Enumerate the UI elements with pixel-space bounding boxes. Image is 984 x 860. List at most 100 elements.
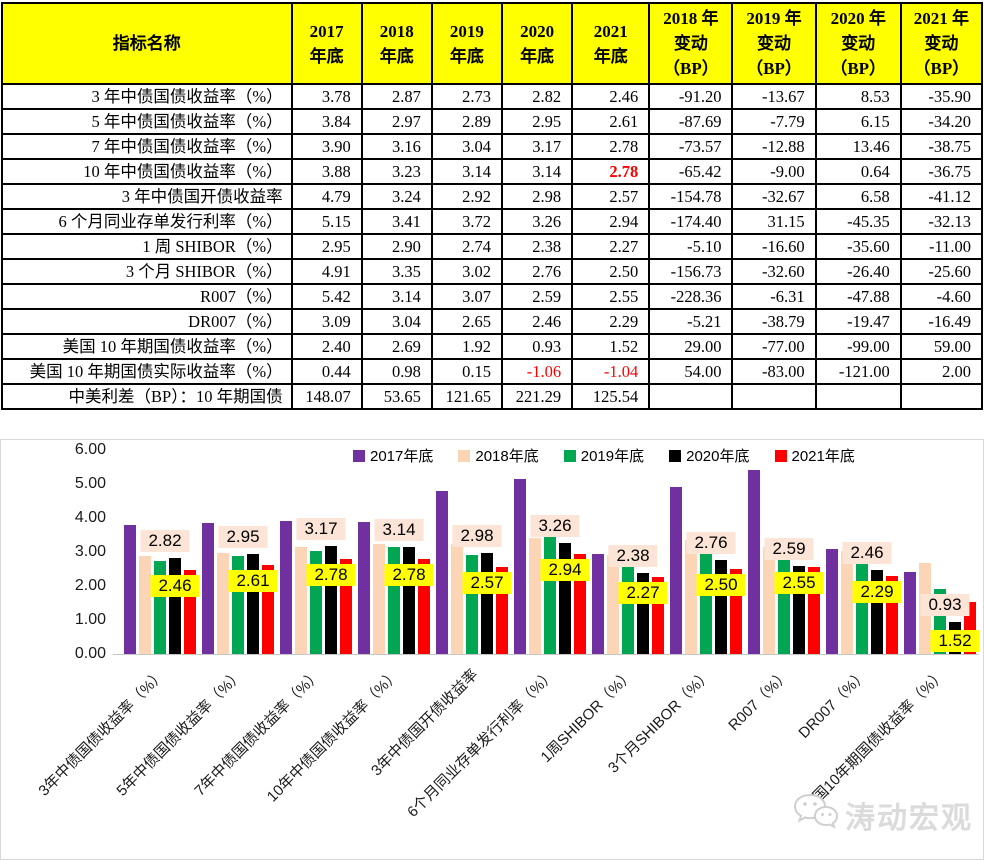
indicator-name-cell: R007（%） bbox=[1, 283, 293, 310]
bar bbox=[592, 553, 604, 654]
legend-label: 2021年底 bbox=[791, 448, 855, 465]
table-row: 6 个月同业存单发行利率（%） 5.15 3.41 3.72 3.26 2.94 -174.… bbox=[1, 208, 984, 235]
y-tick-label: 6.00 bbox=[74, 441, 106, 458]
legend-label: 2019年底 bbox=[580, 448, 645, 465]
change-cell: -26.40 bbox=[814, 258, 902, 285]
value-cell: 3.17 bbox=[500, 133, 574, 160]
change-cell: -35.90 bbox=[899, 83, 984, 110]
value-cell: 4.79 bbox=[290, 183, 363, 210]
data-label-2021: 2.61 bbox=[228, 570, 278, 593]
indicator-name-cell: 1 周 SHIBOR（%） bbox=[1, 233, 293, 260]
table-row: 美国 10 年期国债收益率（%） 2.40 2.69 1.92 0.93 1.52 29.0… bbox=[1, 333, 984, 360]
y-tick-label: 5.00 bbox=[74, 475, 106, 492]
legend-item: 2021年底 bbox=[774, 445, 855, 466]
change-cell: 31.15 bbox=[731, 208, 817, 235]
change-cell: -19.47 bbox=[814, 308, 902, 335]
bar bbox=[388, 547, 400, 654]
column-header-change: 2019 年 变动 （BP） bbox=[731, 2, 817, 85]
value-cell: 2.92 bbox=[430, 183, 504, 210]
value-cell: 2.94 bbox=[571, 208, 651, 235]
column-header-change: 2021 年 变动 （BP） bbox=[899, 2, 984, 85]
legend-swatch bbox=[774, 449, 787, 462]
value-cell: 2.89 bbox=[430, 108, 504, 135]
legend-swatch bbox=[458, 449, 471, 462]
legend-label: 2017年底 bbox=[370, 448, 434, 465]
value-cell: 3.07 bbox=[430, 283, 504, 310]
value-cell: 2.29 bbox=[571, 308, 651, 335]
column-header-year: 2018 年底 bbox=[360, 2, 433, 85]
value-cell: 5.42 bbox=[290, 283, 363, 310]
bar bbox=[841, 550, 853, 654]
data-label-2021: 2.57 bbox=[462, 571, 512, 594]
change-cell: -77.00 bbox=[731, 333, 817, 360]
data-label-2021: 2.94 bbox=[540, 559, 590, 582]
bar bbox=[202, 523, 214, 654]
value-cell: 2.38 bbox=[500, 233, 574, 260]
change-cell: -34.20 bbox=[899, 108, 984, 135]
table-row: 美国 10 年期国债实际收益率（%） 0.44 0.98 0.15 -1.06 -1.04… bbox=[1, 358, 984, 385]
value-cell: 2.78 bbox=[571, 158, 651, 185]
data-label-2021: 1.52 bbox=[930, 630, 980, 653]
value-cell: 3.35 bbox=[360, 258, 433, 285]
value-cell: 2.40 bbox=[290, 333, 363, 360]
value-cell: 3.41 bbox=[360, 208, 433, 235]
indicator-name-cell: 6 个月同业存单发行利率（%） bbox=[1, 208, 293, 235]
x-axis-label: DR007（%） bbox=[795, 666, 872, 742]
data-label-2021: 2.78 bbox=[384, 564, 434, 587]
indicator-name-cell: 3 年中债国开债收益率 bbox=[1, 183, 293, 210]
value-cell: 3.78 bbox=[290, 83, 363, 110]
x-axis-line bbox=[113, 654, 979, 655]
bar bbox=[403, 547, 415, 654]
value-cell: 4.91 bbox=[290, 258, 363, 285]
bar bbox=[295, 546, 307, 654]
value-cell: 2.61 bbox=[571, 108, 651, 135]
table-row: 10 年中债国债收益率（%） 3.88 3.23 3.14 3.14 2.78 -65.42… bbox=[1, 158, 984, 185]
column-header-year: 2017 年底 bbox=[290, 2, 363, 85]
value-cell: 53.65 bbox=[360, 383, 433, 410]
change-cell bbox=[648, 383, 734, 410]
change-cell: -87.69 bbox=[648, 108, 734, 135]
bar-chart: 0.00 1.00 2.00 3.00 4.00 5.00 6.00 2017年底 2018年… bbox=[0, 439, 984, 860]
data-label-2020: 3.26 bbox=[530, 515, 580, 538]
column-header-year: 2019 年底 bbox=[430, 2, 504, 85]
data-label-2021: 2.27 bbox=[618, 581, 668, 604]
change-cell: 59.00 bbox=[899, 333, 984, 360]
bar bbox=[544, 527, 556, 654]
data-label-2021: 2.55 bbox=[774, 572, 824, 595]
value-cell: -1.04 bbox=[571, 358, 651, 385]
value-cell: 3.24 bbox=[360, 183, 433, 210]
data-label-2021: 2.78 bbox=[306, 564, 356, 587]
bar bbox=[481, 552, 493, 654]
value-cell: 125.54 bbox=[571, 383, 651, 410]
bar bbox=[700, 551, 712, 654]
bar bbox=[217, 553, 229, 654]
change-cell: -16.60 bbox=[731, 233, 817, 260]
change-cell: -6.31 bbox=[731, 283, 817, 310]
bar bbox=[124, 525, 136, 654]
change-cell: 2.00 bbox=[899, 358, 984, 385]
table-row: 3 年中债国开债收益率 4.79 3.24 2.92 2.98 2.57 -154.78 -3… bbox=[1, 183, 984, 210]
data-label-2020: 2.46 bbox=[842, 542, 892, 565]
indicator-name-cell: 3 个月 SHIBOR（%） bbox=[1, 258, 293, 285]
table-row: 中美利差（BP）：10 年期国债 148.07 53.65 121.65 221.29 1… bbox=[1, 383, 984, 410]
change-cell: -99.00 bbox=[814, 333, 902, 360]
value-cell: 0.98 bbox=[360, 358, 433, 385]
value-cell: 148.07 bbox=[290, 383, 363, 410]
watermark: 涛动宏观 bbox=[793, 792, 973, 837]
change-cell: 0.64 bbox=[814, 158, 902, 185]
x-axis-label: 6个月同业存单发行利率（%） bbox=[404, 666, 560, 821]
bar bbox=[466, 554, 478, 654]
table-row: 3 个月 SHIBOR（%） 4.91 3.35 3.02 2.76 2.50 -156.7… bbox=[1, 258, 984, 285]
change-cell: -32.67 bbox=[731, 183, 817, 210]
y-tick-label: 1.00 bbox=[74, 611, 106, 628]
bar bbox=[670, 487, 682, 654]
legend-item: 2020年底 bbox=[669, 445, 750, 466]
x-axis-label: 5年中债国债收益率（%） bbox=[113, 666, 248, 800]
change-cell: -65.42 bbox=[648, 158, 734, 185]
bar bbox=[247, 553, 259, 654]
bar bbox=[856, 563, 868, 654]
x-axis-label: 3年中债国债收益率（%） bbox=[35, 666, 170, 800]
bar bbox=[139, 556, 151, 654]
change-cell: -13.67 bbox=[731, 83, 817, 110]
data-label-2020: 2.38 bbox=[608, 545, 658, 568]
